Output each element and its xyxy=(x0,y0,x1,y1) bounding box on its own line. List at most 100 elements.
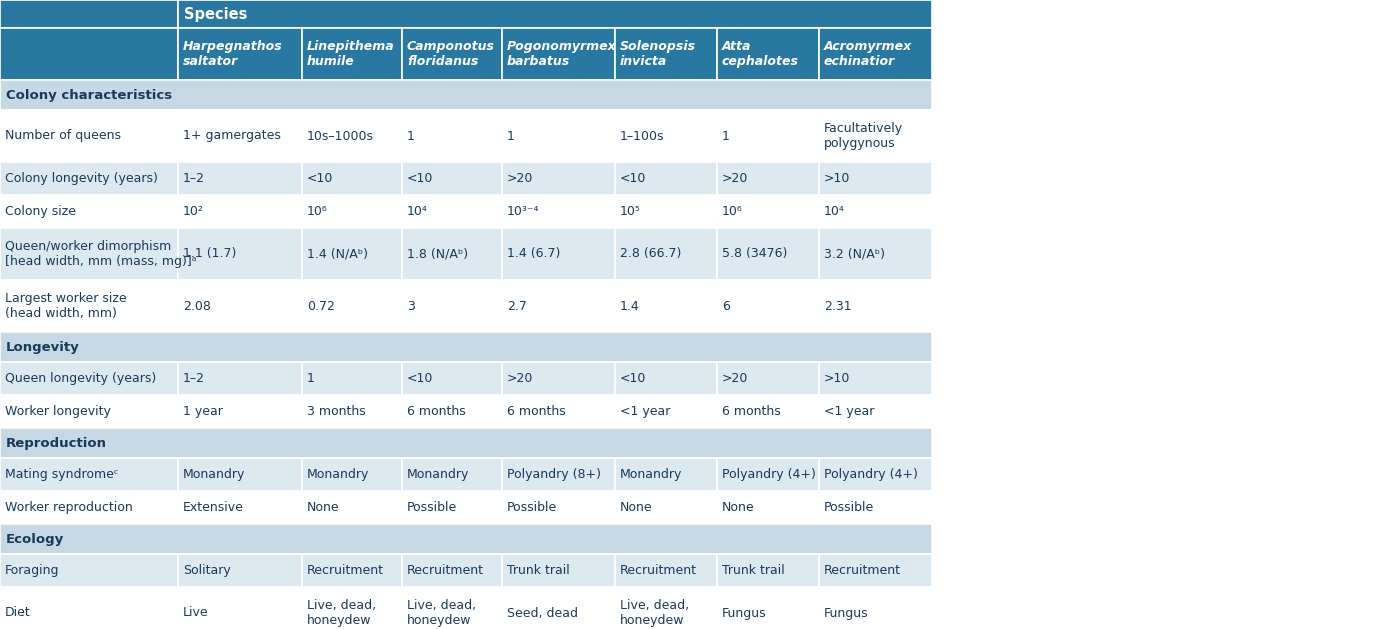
Text: Species: Species xyxy=(185,6,247,21)
Bar xyxy=(403,395,502,428)
Bar xyxy=(0,491,178,524)
Bar xyxy=(403,195,502,228)
Bar xyxy=(403,587,502,629)
Text: Worker reproduction: Worker reproduction xyxy=(6,501,133,514)
Bar xyxy=(502,395,615,428)
Text: Harpegnathos
saltator: Harpegnathos saltator xyxy=(183,40,283,68)
Text: Live, dead,
honeydew: Live, dead, honeydew xyxy=(307,599,376,627)
Bar xyxy=(303,554,403,587)
Bar xyxy=(615,228,718,280)
Bar xyxy=(0,524,931,554)
Text: Queen/worker dimorphism
[head width, mm (mass, mg)]ᵃ: Queen/worker dimorphism [head width, mm … xyxy=(6,240,197,268)
Bar xyxy=(178,587,303,629)
Bar xyxy=(178,162,303,195)
Text: Trunk trail: Trunk trail xyxy=(722,564,784,577)
Text: 1: 1 xyxy=(722,130,730,143)
Text: 10³⁻⁴: 10³⁻⁴ xyxy=(507,205,540,218)
Text: >10: >10 xyxy=(824,172,851,185)
Bar xyxy=(0,28,178,80)
Text: <1 year: <1 year xyxy=(620,405,670,418)
Bar xyxy=(615,195,718,228)
Text: Ecology: Ecology xyxy=(6,533,64,545)
Bar xyxy=(0,0,178,28)
Text: None: None xyxy=(307,501,340,514)
Text: Trunk trail: Trunk trail xyxy=(507,564,569,577)
Text: Longevity: Longevity xyxy=(6,340,79,353)
Bar xyxy=(718,458,819,491)
Text: None: None xyxy=(722,501,755,514)
Bar xyxy=(819,195,931,228)
Bar xyxy=(718,195,819,228)
Bar xyxy=(615,162,718,195)
Text: Pogonomyrmex
barbatus: Pogonomyrmex barbatus xyxy=(507,40,616,68)
Text: 1–100s: 1–100s xyxy=(620,130,665,143)
Text: Possible: Possible xyxy=(824,501,874,514)
Bar xyxy=(819,395,931,428)
Bar xyxy=(0,428,931,458)
Bar xyxy=(502,280,615,332)
Text: Possible: Possible xyxy=(507,501,557,514)
Bar xyxy=(718,228,819,280)
Bar xyxy=(0,110,178,162)
Text: 5.8 (3476): 5.8 (3476) xyxy=(722,247,787,260)
Bar xyxy=(403,110,502,162)
Text: 1 year: 1 year xyxy=(183,405,223,418)
Text: 1.4 (6.7): 1.4 (6.7) xyxy=(507,247,561,260)
Bar xyxy=(0,162,178,195)
Text: Camponotus
floridanus: Camponotus floridanus xyxy=(407,40,496,68)
Text: Facultatively
polygynous: Facultatively polygynous xyxy=(824,122,904,150)
Bar xyxy=(403,362,502,395)
Bar xyxy=(718,587,819,629)
Bar xyxy=(718,395,819,428)
Bar xyxy=(718,554,819,587)
Text: 2.08: 2.08 xyxy=(183,299,211,313)
Text: 10⁴: 10⁴ xyxy=(407,205,428,218)
Text: Solenopsis
invicta: Solenopsis invicta xyxy=(620,40,697,68)
Text: 1+ gamergates: 1+ gamergates xyxy=(183,130,280,143)
Bar xyxy=(819,280,931,332)
Bar xyxy=(819,458,931,491)
Text: Queen longevity (years): Queen longevity (years) xyxy=(6,372,157,385)
Text: Linepithema
humile: Linepithema humile xyxy=(307,40,394,68)
Bar xyxy=(718,162,819,195)
Bar xyxy=(403,162,502,195)
Bar xyxy=(178,491,303,524)
Text: >10: >10 xyxy=(824,372,851,385)
Text: 2.7: 2.7 xyxy=(507,299,527,313)
Text: Largest worker size
(head width, mm): Largest worker size (head width, mm) xyxy=(6,292,126,320)
Text: Monandry: Monandry xyxy=(620,468,683,481)
Text: 6 months: 6 months xyxy=(507,405,566,418)
Text: 1.8 (N/Aᵇ): 1.8 (N/Aᵇ) xyxy=(407,247,468,260)
Bar xyxy=(502,491,615,524)
Bar xyxy=(403,554,502,587)
Bar xyxy=(819,28,931,80)
Text: 3 months: 3 months xyxy=(307,405,366,418)
Bar xyxy=(615,554,718,587)
Bar xyxy=(0,395,178,428)
Bar xyxy=(403,280,502,332)
Text: 10s–1000s: 10s–1000s xyxy=(307,130,373,143)
Text: Monandry: Monandry xyxy=(407,468,469,481)
Bar xyxy=(303,28,403,80)
Text: 3: 3 xyxy=(407,299,415,313)
Text: 1.4: 1.4 xyxy=(620,299,640,313)
Bar xyxy=(178,362,303,395)
Bar xyxy=(303,195,403,228)
Text: Recruitment: Recruitment xyxy=(620,564,697,577)
Text: Live, dead,
honeydew: Live, dead, honeydew xyxy=(407,599,476,627)
Bar xyxy=(178,28,303,80)
Text: Possible: Possible xyxy=(407,501,457,514)
Text: <10: <10 xyxy=(620,372,647,385)
Bar xyxy=(615,110,718,162)
Text: <10: <10 xyxy=(407,372,433,385)
Bar xyxy=(178,228,303,280)
Text: <10: <10 xyxy=(620,172,647,185)
Bar xyxy=(502,362,615,395)
Text: 10⁵: 10⁵ xyxy=(620,205,641,218)
Bar xyxy=(502,195,615,228)
Bar xyxy=(303,491,403,524)
Bar xyxy=(819,362,931,395)
Bar xyxy=(718,362,819,395)
Bar xyxy=(819,228,931,280)
Text: Polyandry (4+): Polyandry (4+) xyxy=(722,468,816,481)
